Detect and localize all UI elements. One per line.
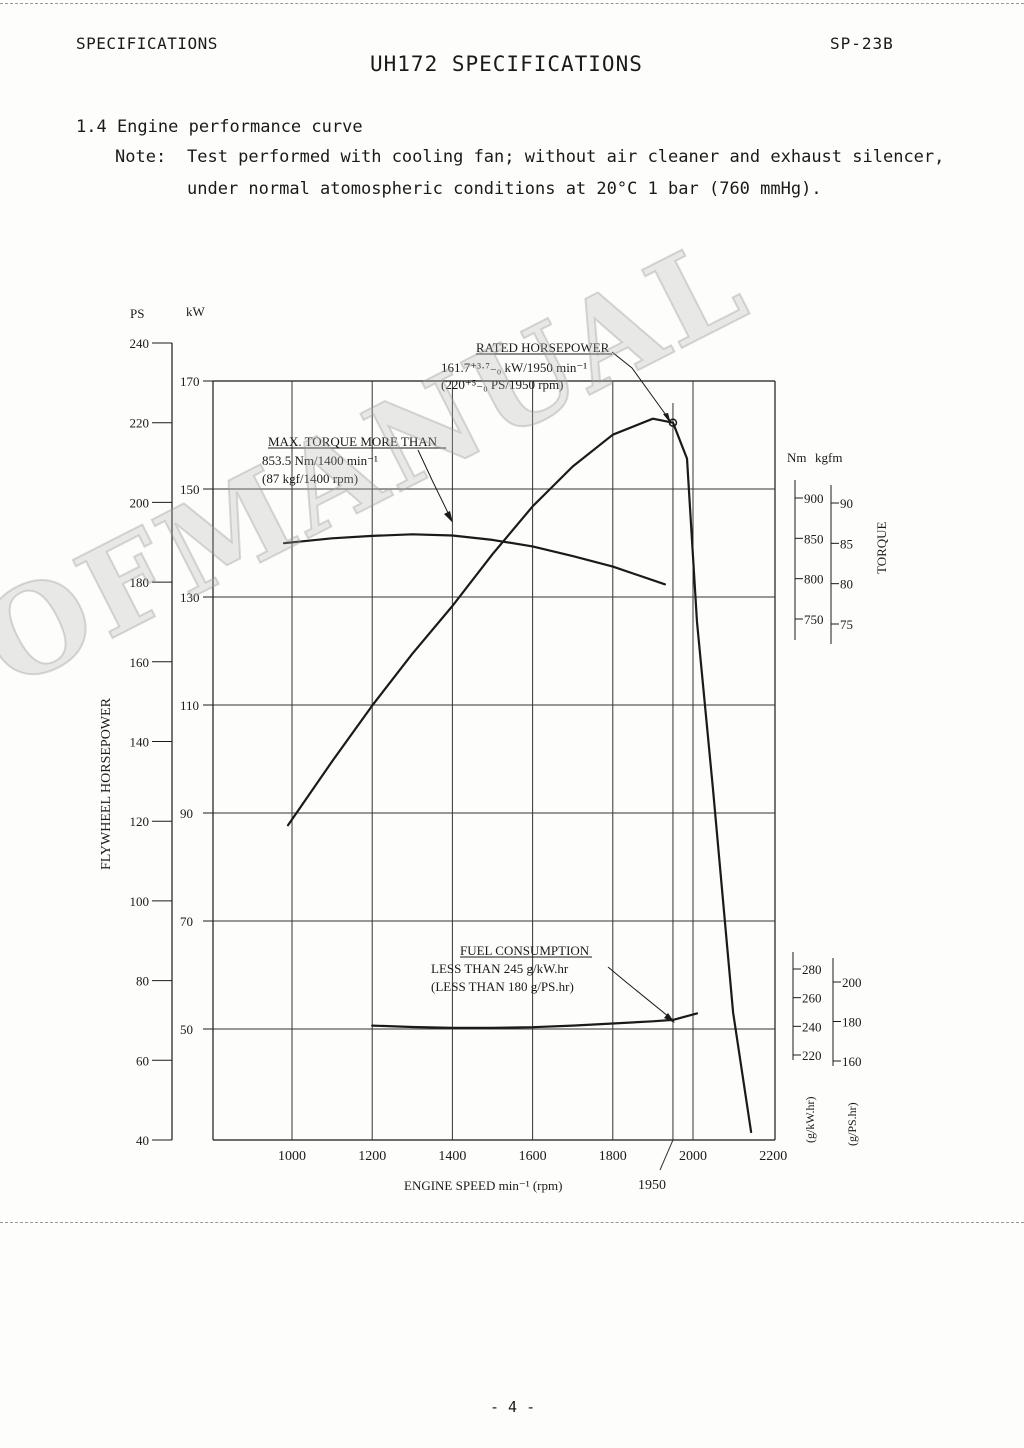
fuel-ps-unit-label: (g/PS.hr) <box>845 1102 859 1146</box>
kw-tick-label: 170 <box>180 374 200 389</box>
series-layer <box>282 417 753 1134</box>
fuel-ps-tick-label: 200 <box>842 975 862 990</box>
x-axis-label: ENGINE SPEED min⁻¹ (rpm) <box>404 1178 562 1193</box>
kw-tick-label: 50 <box>180 1022 193 1037</box>
ps-tick-label: 140 <box>130 735 150 750</box>
fuel-leader-arrow <box>664 1013 675 1023</box>
ps-tick-label: 160 <box>130 655 150 670</box>
kw-tick-label: 130 <box>180 590 200 605</box>
rated-leader-arrow <box>663 413 671 424</box>
x-tick-label: 1200 <box>358 1149 386 1164</box>
fuel-kw-tick-label: 260 <box>802 991 822 1006</box>
header-page-code: SP-23B <box>830 34 894 53</box>
header-section-label: SPECIFICATIONS <box>76 34 218 53</box>
x-tick-label: 1600 <box>519 1149 547 1164</box>
ps-tick-label: 180 <box>130 575 150 590</box>
max-torque-title: MAX. TORQUE MORE THAN <box>268 434 438 449</box>
ps-tick-label: 240 <box>130 336 150 351</box>
axis-layer: 1000 1200 1400 1600 1800 2000 2200 1950 170 150 13… <box>130 336 862 1193</box>
x-tick-label-1950: 1950 <box>638 1178 666 1193</box>
kgfm-unit-label: kgfm <box>815 450 842 465</box>
fuel-curve <box>371 1012 699 1029</box>
fuel-leader-line <box>607 966 675 1022</box>
ps-tick-label: 220 <box>130 416 150 431</box>
ps-tick-label: 200 <box>130 495 150 510</box>
rated-horsepower-title: RATED HORSEPOWER <box>476 340 610 355</box>
note-label: Note: <box>115 147 167 167</box>
ps-tick-label: 40 <box>136 1133 149 1148</box>
cut-line <box>0 1222 1024 1223</box>
kgfm-tick-label: 75 <box>840 617 853 632</box>
torque-curve <box>282 533 667 586</box>
page-title: UH172 SPECIFICATIONS <box>370 52 643 76</box>
torque-axis-label: TORQUE <box>874 521 889 574</box>
flywheel-horsepower-label: FLYWHEEL HORSEPOWER <box>99 697 114 870</box>
kgfm-tick-label: 85 <box>840 536 853 551</box>
nm-tick-label: 750 <box>804 612 824 627</box>
section-heading: 1.4 Engine performance curve <box>76 117 363 137</box>
ps-unit-label: PS <box>130 306 144 321</box>
kw-tick-label: 110 <box>180 698 199 713</box>
fuel-kw-tick-label: 280 <box>802 962 822 977</box>
note-line-1: Test performed with cooling fan; without… <box>187 147 945 167</box>
unit-labels: PS kW Nm kgfm TORQUE FLYWHEEL HORSEPOWER… <box>99 304 889 1193</box>
kw-tick-label: 150 <box>180 482 200 497</box>
ps-tick-label: 80 <box>136 974 149 989</box>
grid-layer <box>213 380 776 1141</box>
rated-horsepower-ps: (220⁺⁵₋₀ PS/1950 rpm) <box>441 377 563 392</box>
kw-unit-label: kW <box>186 304 206 319</box>
kgfm-tick-label: 80 <box>840 577 853 592</box>
x-tick-label: 1400 <box>438 1149 466 1164</box>
fuel-kw-unit-label: (g/kW.hr) <box>803 1096 817 1143</box>
torque-leader-line <box>417 449 453 522</box>
torque-leader-arrow <box>444 511 453 523</box>
x-tick-label: 1000 <box>278 1149 306 1164</box>
max-torque-nm: 853.5 Nm/1400 min⁻¹ <box>262 453 378 468</box>
ps-tick-label: 60 <box>136 1053 149 1068</box>
power-curve <box>286 417 753 1134</box>
kw-tick-label: 90 <box>180 806 193 821</box>
top-scan-edge <box>0 3 1024 4</box>
fuel-consumption-kw: LESS THAN 245 g/kW.hr <box>431 961 569 976</box>
fuel-consumption-title: FUEL CONSUMPTION <box>460 943 590 958</box>
page-number: - 4 - <box>490 1398 536 1416</box>
fuel-kw-tick-label: 240 <box>802 1019 822 1034</box>
rated-horsepower-kw: 161.7⁺³·⁷₋₀ kW/1950 min⁻¹ <box>441 360 587 375</box>
nm-tick-label: 850 <box>804 531 824 546</box>
x-tick-label: 2000 <box>679 1149 707 1164</box>
x-tick-label: 1800 <box>599 1149 627 1164</box>
rated-point-marker <box>668 418 678 427</box>
nm-unit-label: Nm <box>787 450 807 465</box>
fuel-kw-tick-label: 220 <box>802 1048 822 1063</box>
ps-tick-label: 120 <box>130 814 150 829</box>
annotation-layer: RATED HORSEPOWER 161.7⁺³·⁷₋₀ kW/1950 min… <box>262 340 675 1023</box>
ps-tick-label: 100 <box>130 894 150 909</box>
fuel-ps-tick-label: 160 <box>842 1054 862 1069</box>
x-1950-leader <box>659 1139 674 1171</box>
x-tick-label: 2200 <box>759 1149 787 1164</box>
kgfm-tick-label: 90 <box>840 496 853 511</box>
note-line-2: under normal atomospheric conditions at … <box>187 179 822 199</box>
fuel-ps-tick-label: 180 <box>842 1015 862 1030</box>
max-torque-kgf: (87 kgf/1400 rpm) <box>262 471 358 486</box>
kw-tick-label: 70 <box>180 914 193 929</box>
fuel-consumption-ps: (LESS THAN 180 g/PS.hr) <box>431 979 574 994</box>
rated-leader-line <box>611 351 672 423</box>
nm-tick-label: 800 <box>804 572 824 587</box>
nm-tick-label: 900 <box>804 491 824 506</box>
